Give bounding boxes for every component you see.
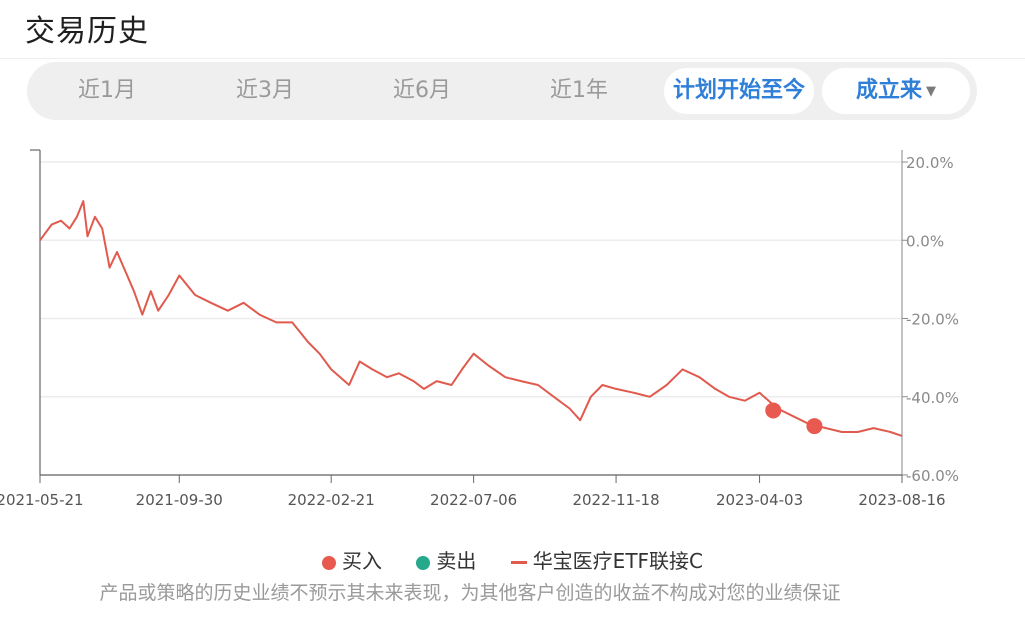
y-tick-label: 0.0% xyxy=(906,232,944,250)
y-tick-label: 20.0% xyxy=(906,154,954,172)
x-tick-label: 2022-07-06 xyxy=(430,491,517,509)
legend-buy-label: 买入 xyxy=(341,549,382,573)
x-tick-label: 2021-09-30 xyxy=(136,491,223,509)
series-line-icon xyxy=(510,561,527,564)
range-dropdown-label: 成立来 xyxy=(855,78,922,103)
series-line xyxy=(39,200,903,437)
tab-3-months[interactable]: 近3月 xyxy=(236,78,294,103)
x-tick-label: 2021-05-21 xyxy=(0,491,84,509)
buy-dot-icon xyxy=(321,555,336,570)
y-tick-label: -60.0% xyxy=(906,467,959,485)
tab-6-months[interactable]: 近6月 xyxy=(393,78,451,103)
tab-1-year[interactable]: 近1年 xyxy=(550,78,608,103)
buy-marker xyxy=(806,418,823,435)
legend-sell-label: 卖出 xyxy=(436,549,477,573)
legend-series-label: 华宝医疗ETF联接C xyxy=(532,549,704,573)
legend-item-buy[interactable]: 买入 xyxy=(321,545,382,574)
legend-item-sell[interactable]: 卖出 xyxy=(416,545,476,574)
buy-marker xyxy=(765,402,782,419)
time-range-tabs: 近1月 近3月 近6月 近1年 计划开始至今 成立来 ▼ xyxy=(27,62,977,120)
range-dropdown[interactable]: 成立来 ▼ xyxy=(822,68,970,114)
legend-item-series[interactable]: 华宝医疗ETF联接C xyxy=(510,545,704,574)
caret-down-icon: ▼ xyxy=(926,84,936,99)
return-chart: 20.0% 0.0% -20.0% -40.0% -60.0% 2021-05-21 202… xyxy=(0,149,959,509)
x-tick-label: 2022-02-21 xyxy=(288,491,375,509)
tab-1-month[interactable]: 近1月 xyxy=(78,78,136,103)
divider xyxy=(0,58,1025,59)
y-tick-label: -40.0% xyxy=(906,389,959,407)
page-title: 交易历史 xyxy=(25,14,149,49)
sell-dot-icon xyxy=(416,555,431,570)
x-tick-label: 2023-08-16 xyxy=(858,491,945,509)
disclaimer: 产品或策略的历史业绩不预示其未来表现，为其他客户创造的收益不构成对您的业绩保证 xyxy=(99,582,841,604)
tab-since-plan-start[interactable]: 计划开始至今 xyxy=(664,68,814,114)
chart-legend: 买入 卖出 华宝医疗ETF联接C xyxy=(0,545,1025,574)
x-tick-label: 2022-11-18 xyxy=(572,491,659,509)
y-tick-label: -20.0% xyxy=(906,311,959,329)
x-tick-label: 2023-04-03 xyxy=(716,491,803,509)
